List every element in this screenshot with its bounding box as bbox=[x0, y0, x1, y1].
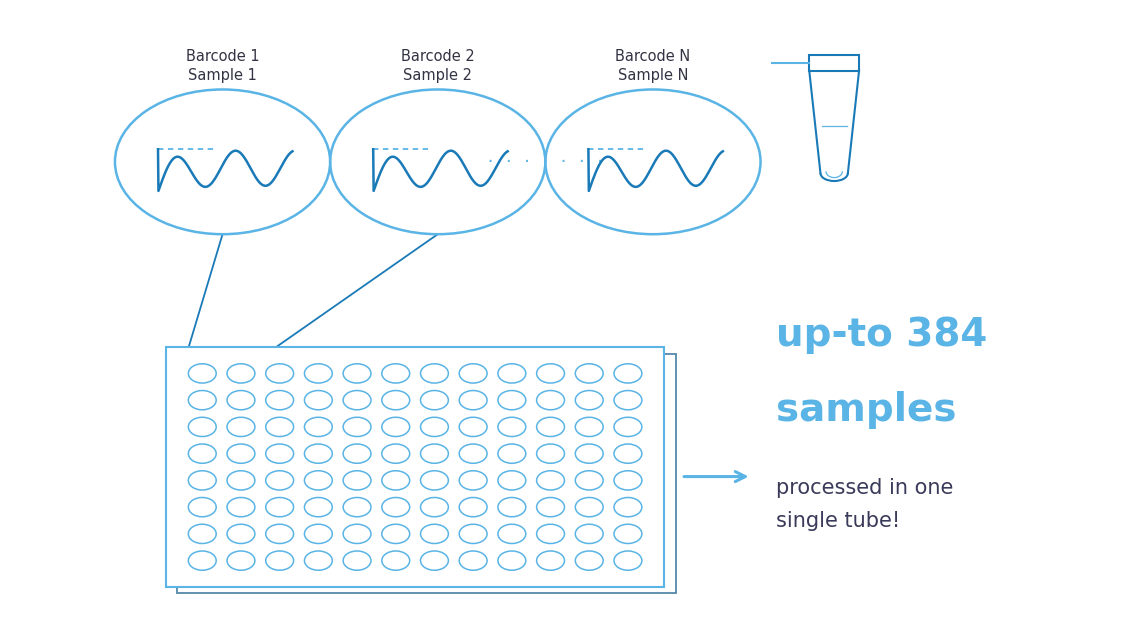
Text: Sample N: Sample N bbox=[618, 68, 688, 83]
FancyBboxPatch shape bbox=[809, 55, 859, 71]
FancyBboxPatch shape bbox=[166, 348, 665, 586]
Text: Barcode 1: Barcode 1 bbox=[186, 49, 259, 64]
Text: Sample 1: Sample 1 bbox=[189, 68, 257, 83]
Text: Barcode N: Barcode N bbox=[616, 49, 691, 64]
Text: up-to 384: up-to 384 bbox=[776, 316, 988, 354]
Text: Sample 2: Sample 2 bbox=[403, 68, 473, 83]
Text: samples: samples bbox=[776, 391, 957, 429]
Text: Barcode 2: Barcode 2 bbox=[401, 49, 475, 64]
Text: processed in one
single tube!: processed in one single tube! bbox=[776, 478, 954, 531]
Text: · · · · · · ·: · · · · · · · bbox=[486, 154, 604, 169]
FancyBboxPatch shape bbox=[177, 354, 676, 593]
